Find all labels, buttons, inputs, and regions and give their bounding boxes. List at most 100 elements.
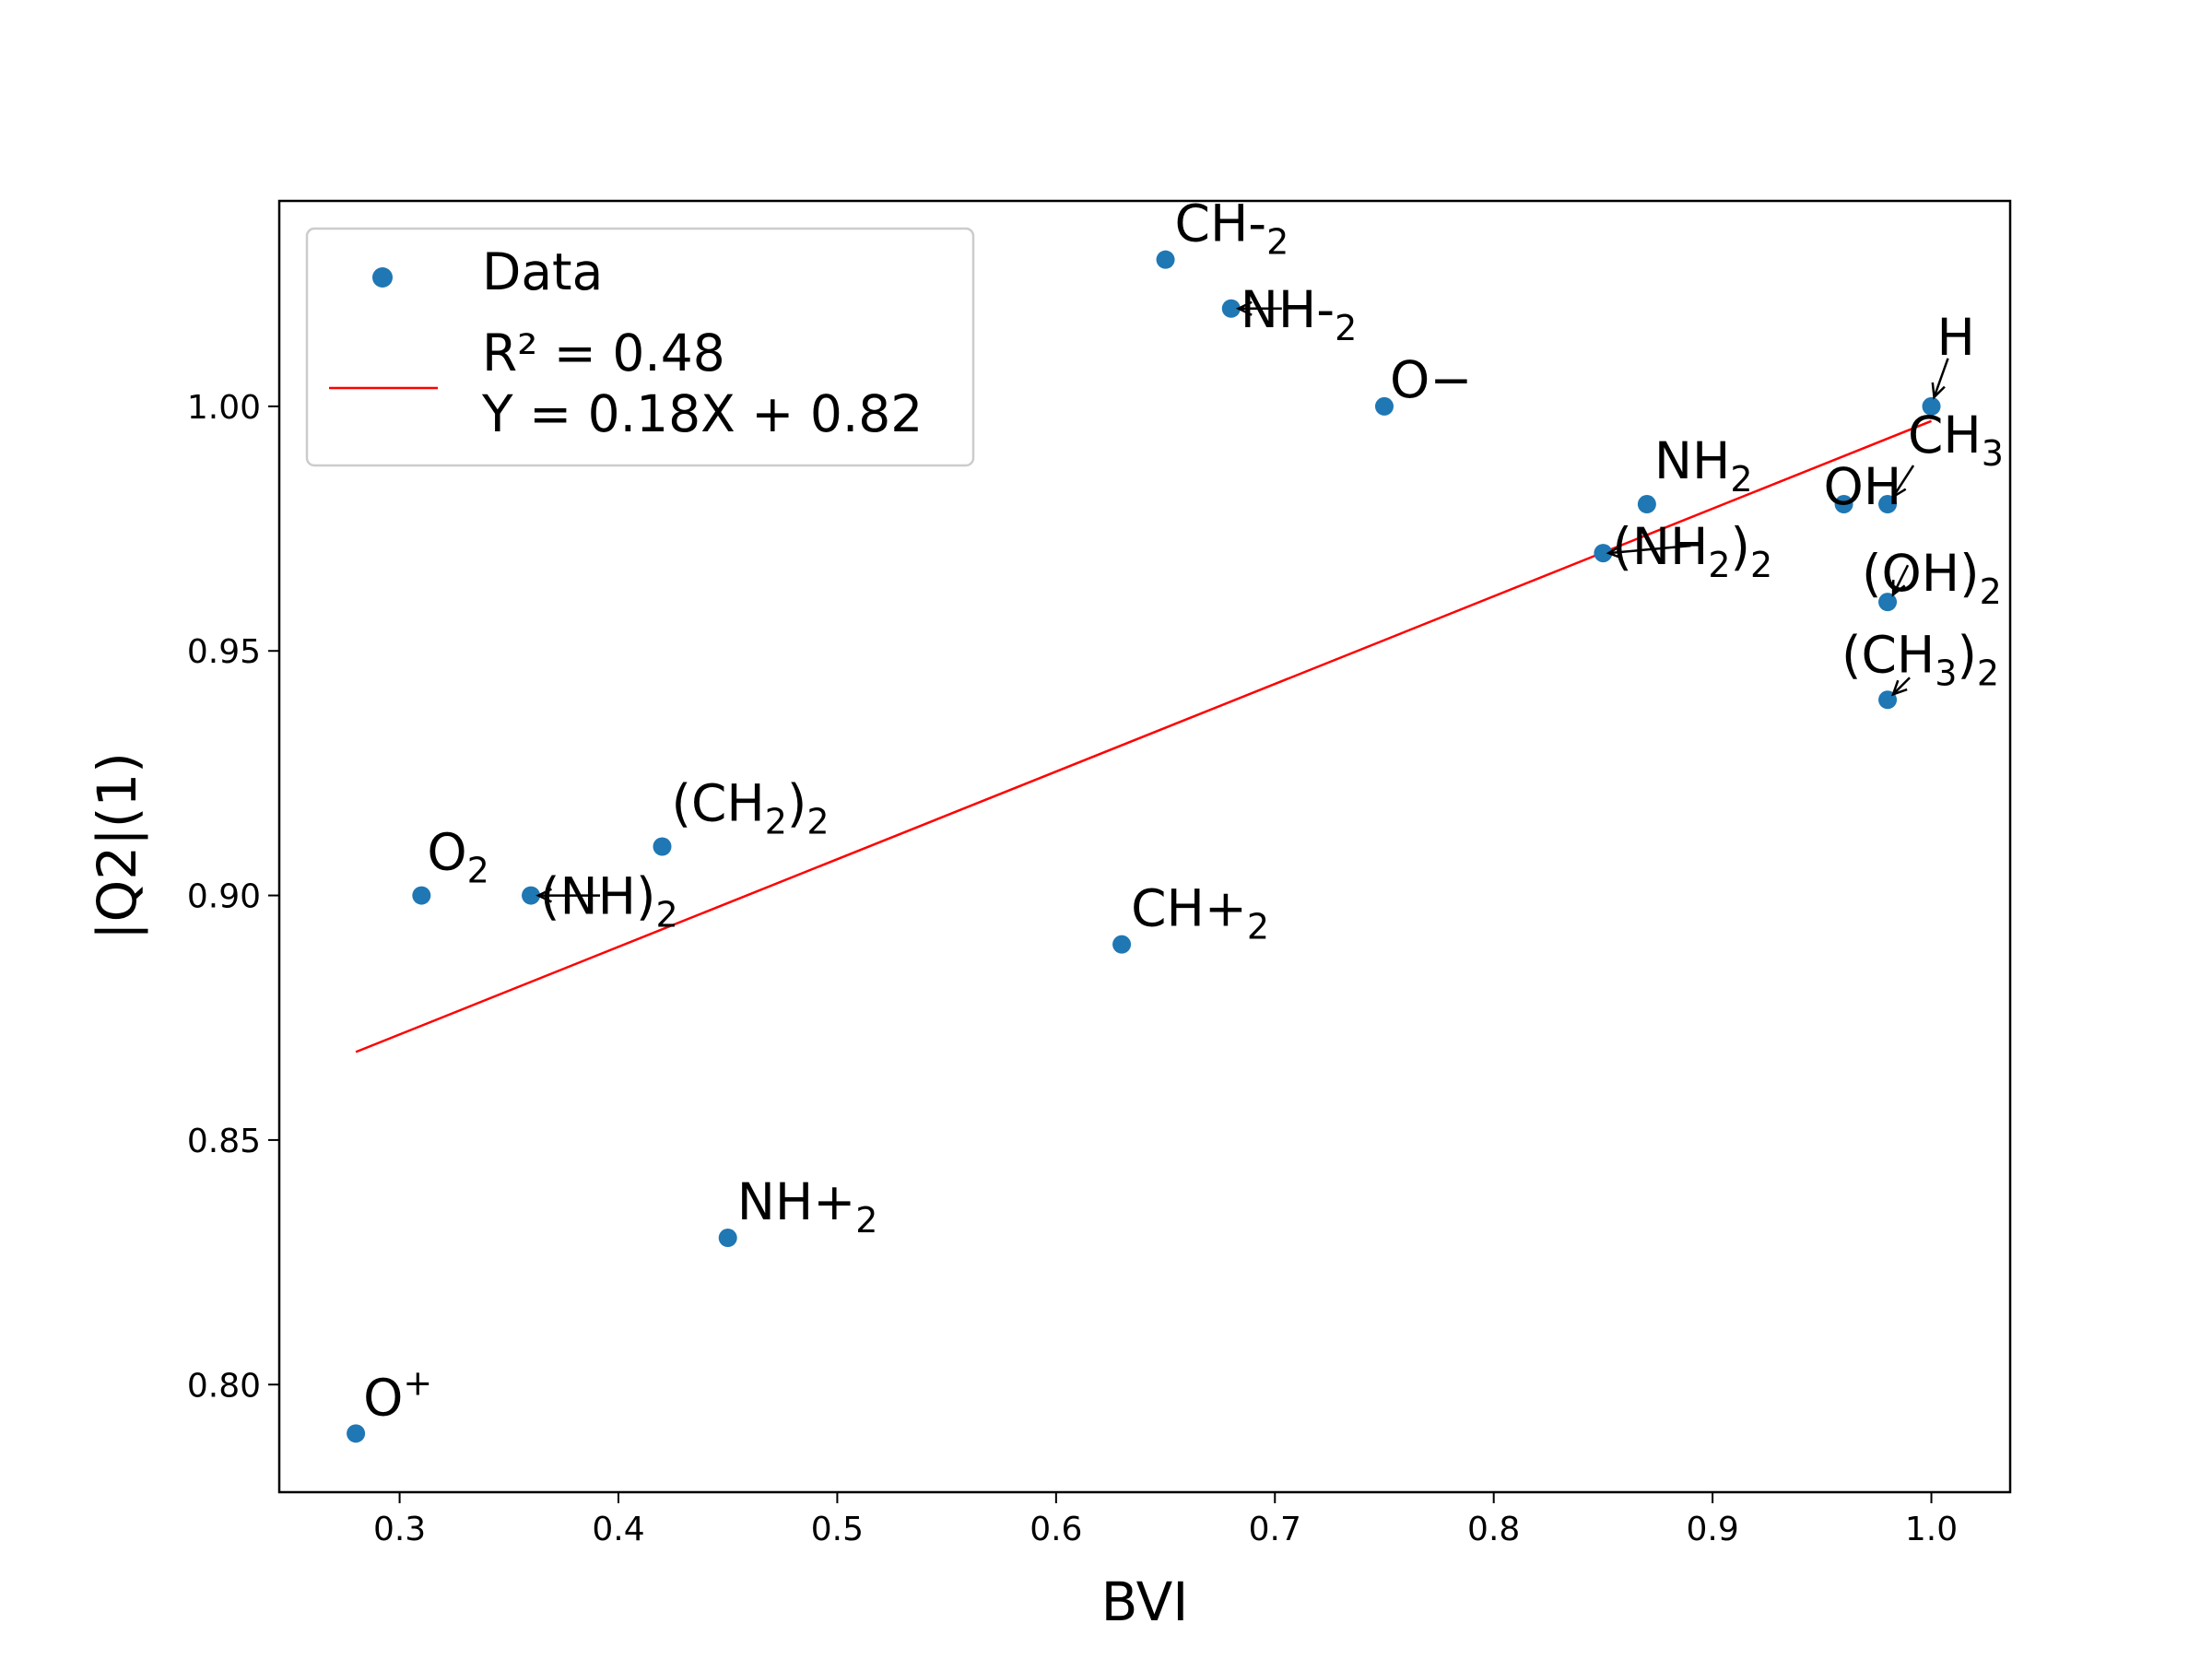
y-tick-label: 0.90 <box>187 878 261 916</box>
point-label-main: (CH <box>1841 625 1935 684</box>
data-point <box>1112 935 1132 954</box>
data-point <box>1156 250 1175 269</box>
data-point <box>1922 396 1941 416</box>
point-label-tail-subscript: 2 <box>1977 653 1999 693</box>
label-arrow <box>1892 677 1911 696</box>
data-point <box>1834 495 1853 514</box>
point-label: CH-2 <box>1175 194 1289 263</box>
point-label-main: (NH) <box>540 867 655 926</box>
point-label: NH2 <box>1654 431 1753 500</box>
legend: Data R² = 0.48 Y = 0.18X + 0.82 <box>305 227 975 467</box>
data-points <box>347 250 1941 1443</box>
point-label-main: (CH <box>671 774 764 833</box>
y-tick-label: 0.95 <box>187 633 261 671</box>
point-label-main: NH+ <box>737 1172 856 1231</box>
y-axis-label: |Q2|(1) <box>86 752 148 940</box>
data-point <box>347 1424 366 1443</box>
point-label: O2 <box>427 823 488 891</box>
point-label-main: O <box>427 823 466 882</box>
point-label: H <box>1937 308 1975 367</box>
y-tick-label: 0.85 <box>187 1123 261 1160</box>
point-label: NH+2 <box>737 1172 878 1241</box>
data-point <box>1878 593 1898 612</box>
label-arrowhead <box>1891 580 1906 597</box>
point-label-subscript: 2 <box>1708 545 1730 585</box>
y-tick-label: 0.80 <box>187 1367 261 1405</box>
legend-r2-label: R² = 0.48 <box>482 324 725 382</box>
point-label-subscript: 2 <box>1335 308 1357 348</box>
point-label-subscript: 3 <box>1935 653 1957 693</box>
point-label: (CH3)2 <box>1841 625 1999 693</box>
x-axis-ticks: 0.3 0.4 0.5 0.6 0.7 0.8 0.9 1.0 <box>373 1492 1958 1548</box>
x-tick-label: 0.9 <box>1686 1511 1738 1548</box>
label-arrow <box>1608 544 1691 555</box>
point-label-main: NH <box>1654 431 1731 490</box>
point-label: OH <box>1824 457 1902 516</box>
label-arrowhead <box>1606 544 1623 559</box>
point-label: (CH2)2 <box>671 774 829 842</box>
x-axis-label: BVI <box>1101 1571 1189 1633</box>
point-label-subscript: 2 <box>855 1200 877 1241</box>
point-label-superscript: + <box>403 1362 432 1403</box>
data-point <box>1594 544 1613 563</box>
x-tick-label: 0.3 <box>373 1511 426 1548</box>
legend-data-label: Data <box>482 242 603 301</box>
point-label: (NH2)2 <box>1612 517 1772 585</box>
x-tick-label: 1.0 <box>1905 1511 1958 1548</box>
data-point <box>1374 396 1394 416</box>
point-label: (NH)2 <box>540 867 678 935</box>
x-tick-label: 0.8 <box>1467 1511 1520 1548</box>
point-label-main: O <box>363 1368 403 1427</box>
label-arrow <box>1933 358 1949 398</box>
point-label-subscript: 2 <box>467 851 489 891</box>
label-arrowhead <box>1891 481 1907 500</box>
point-label: CH3 <box>1908 406 2004 474</box>
x-tick-label: 0.6 <box>1030 1511 1082 1548</box>
point-label-tail: ) <box>1731 517 1750 576</box>
point-label: CH+2 <box>1131 879 1269 947</box>
x-tick-label: 0.7 <box>1249 1511 1301 1548</box>
y-axis-ticks: 0.80 0.85 0.90 0.95 1.00 <box>187 389 279 1405</box>
point-label-subscript: 2 <box>1266 222 1288 263</box>
point-label-main: (NH <box>1612 517 1708 576</box>
point-label-main: NH- <box>1241 280 1335 339</box>
point-label-tail: ) <box>787 774 806 833</box>
point-label-subscript: 2 <box>765 802 787 842</box>
point-label-main: H <box>1937 308 1975 367</box>
legend-equation-label: Y = 0.18X + 0.82 <box>481 384 923 443</box>
point-label-subscript: 2 <box>1730 459 1752 500</box>
label-arrow <box>1891 465 1915 498</box>
point-label: NH-2 <box>1241 280 1358 348</box>
data-point <box>1878 495 1898 514</box>
point-label-main: CH- <box>1175 194 1267 253</box>
point-label-subscript: 2 <box>655 895 677 935</box>
label-arrowhead <box>1235 300 1253 316</box>
label-arrow <box>1891 564 1910 595</box>
legend-data-marker <box>372 267 393 288</box>
point-label-main: CH+ <box>1131 879 1247 938</box>
point-label-tail-subscript: 2 <box>806 802 829 842</box>
point-label: O− <box>1390 350 1472 409</box>
point-label-tail-subscript: 2 <box>1750 545 1772 585</box>
data-point <box>1637 495 1656 514</box>
label-arrowhead <box>1931 382 1946 400</box>
point-label: (OH)2 <box>1862 544 2002 612</box>
x-tick-label: 0.4 <box>592 1511 644 1548</box>
regression-line <box>355 419 1932 1053</box>
point-label-main: O− <box>1390 350 1472 409</box>
point-label-subscript: 2 <box>1980 571 2002 612</box>
label-arrowhead <box>1891 679 1908 697</box>
data-point <box>522 886 541 905</box>
y-tick-label: 1.00 <box>187 389 261 427</box>
point-label-tail: ) <box>1957 625 1976 684</box>
x-tick-label: 0.5 <box>811 1511 864 1548</box>
point-label-main: CH <box>1908 406 1982 465</box>
data-point <box>718 1229 737 1248</box>
data-point <box>1221 299 1241 318</box>
legend-box <box>305 227 975 467</box>
point-label-subscript: 3 <box>1982 433 2004 474</box>
point-label-main: (OH) <box>1862 544 1980 603</box>
label-arrowhead <box>535 888 552 903</box>
